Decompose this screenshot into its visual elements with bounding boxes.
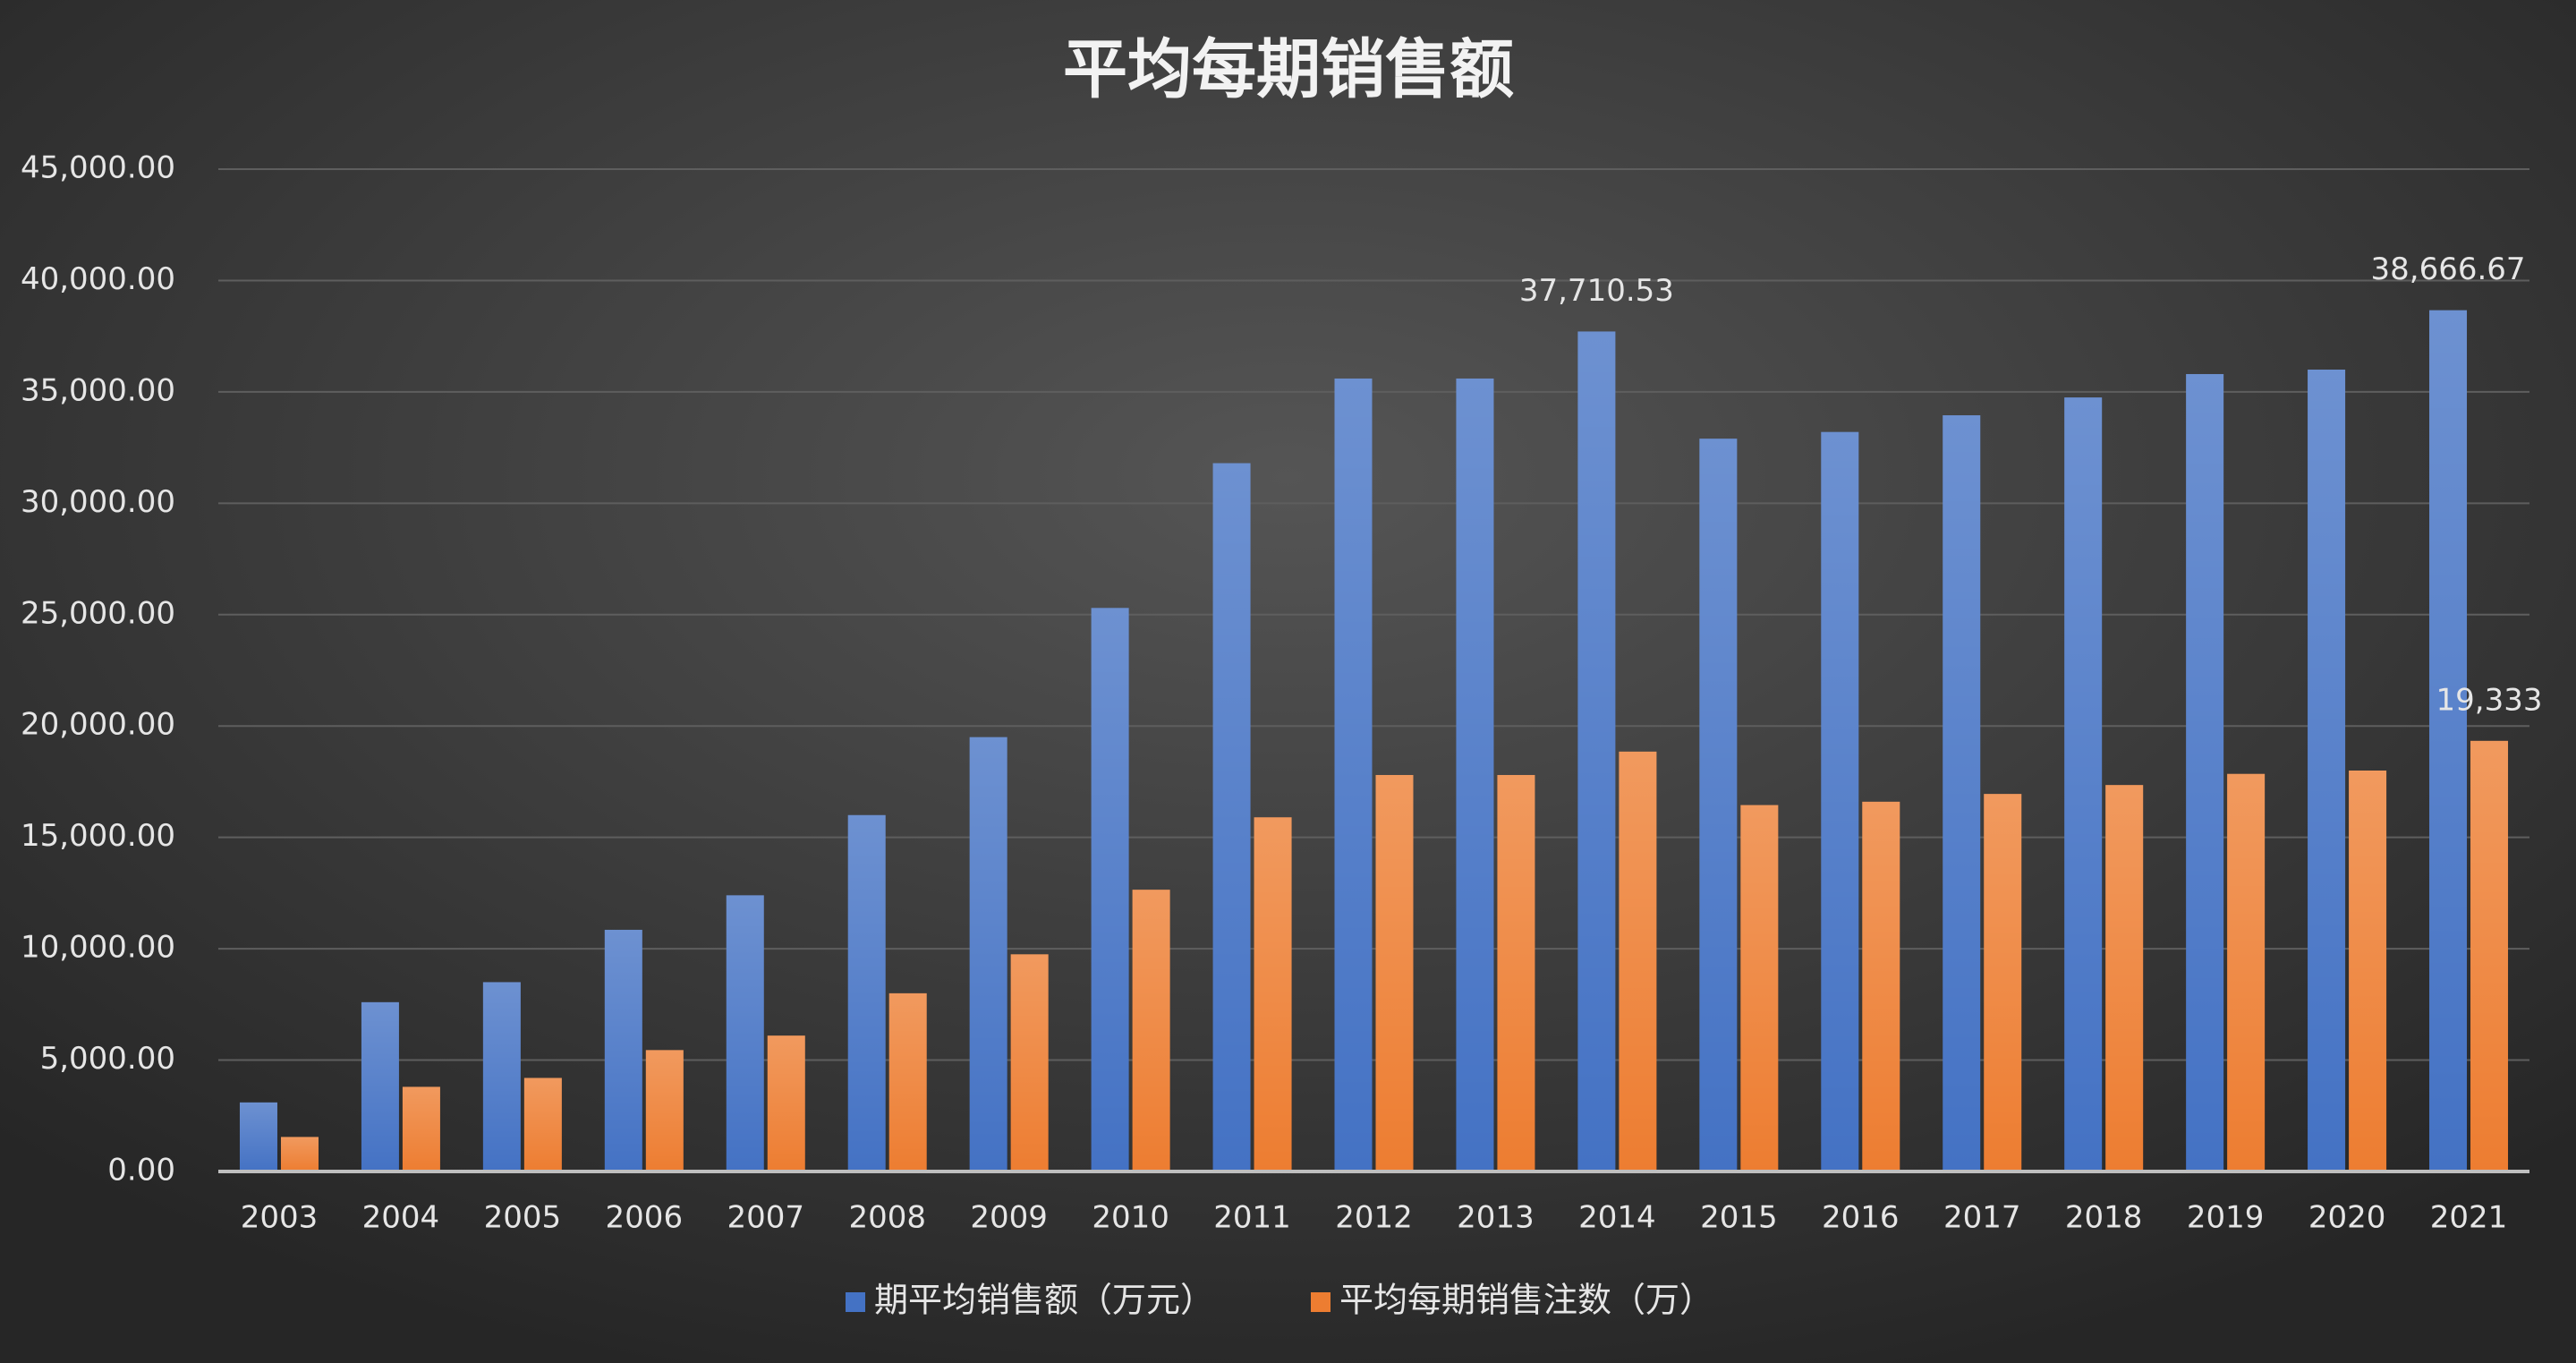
bar-sheen <box>1212 463 1251 1171</box>
bar-sheen <box>726 895 764 1171</box>
x-tick-label: 2007 <box>727 1200 804 1236</box>
x-tick-label: 2020 <box>2308 1200 2386 1236</box>
x-tick-label: 2016 <box>1822 1200 1900 1236</box>
bar-sheen <box>1577 331 1616 1171</box>
x-tick-label: 2009 <box>970 1200 1048 1236</box>
bar-sheen <box>1943 415 1981 1171</box>
x-tick-label: 2004 <box>362 1200 440 1236</box>
y-tick-label: 40,000.00 <box>21 261 175 297</box>
bar-sheen <box>1456 378 1494 1171</box>
bar-sheen <box>645 1050 684 1171</box>
y-tick-label: 5,000.00 <box>40 1041 175 1077</box>
bar-sheen <box>1091 608 1129 1171</box>
y-tick-label: 20,000.00 <box>21 707 175 743</box>
bar-sheen <box>767 1035 805 1171</box>
x-tick-label: 2015 <box>1700 1200 1778 1236</box>
bar-sheen <box>888 992 927 1171</box>
x-tick-label: 2021 <box>2430 1200 2508 1236</box>
bar-sheen <box>2227 773 2266 1171</box>
data-label: 38,666.67 <box>2371 251 2526 287</box>
x-tick-label: 2011 <box>1213 1200 1291 1236</box>
data-label: 37,710.53 <box>1519 273 1674 309</box>
x-tick-label: 2008 <box>848 1200 926 1236</box>
x-tick-label: 2018 <box>2065 1200 2143 1236</box>
bar-sheen <box>2429 310 2468 1172</box>
legend-label: 期平均销售额（万元） <box>874 1281 1214 1320</box>
bar-sheen <box>239 1102 277 1171</box>
bar-sheen <box>1375 774 1414 1171</box>
y-tick-label: 25,000.00 <box>21 595 175 631</box>
y-tick-label: 30,000.00 <box>21 484 175 520</box>
bar-sheen <box>2105 785 2144 1171</box>
data-label: 19,333 <box>2436 682 2543 718</box>
chart-title: 平均每期销售额 <box>1063 32 1514 107</box>
bar-sheen <box>402 1086 440 1171</box>
bar-sheen <box>2186 373 2224 1171</box>
y-tick-label: 15,000.00 <box>21 818 175 854</box>
legend-swatch <box>846 1292 865 1312</box>
bar-sheen <box>1010 954 1049 1171</box>
y-tick-label: 0.00 <box>107 1153 175 1188</box>
bar-sheen <box>604 929 642 1171</box>
x-tick-label: 2010 <box>1092 1200 1169 1236</box>
x-tick-label: 2003 <box>241 1200 319 1236</box>
bar-sheen <box>361 1001 399 1171</box>
x-tick-label: 2013 <box>1457 1200 1535 1236</box>
bar-sheen <box>2064 397 2103 1172</box>
x-tick-label: 2012 <box>1335 1200 1413 1236</box>
bar-sheen <box>1254 817 1292 1171</box>
x-tick-label: 2019 <box>2187 1200 2265 1236</box>
x-tick-label: 2017 <box>1943 1200 2021 1236</box>
y-tick-label: 45,000.00 <box>21 150 175 186</box>
bar-sheen <box>1619 751 1657 1171</box>
bar-sheen <box>2308 370 2346 1171</box>
bar-sheen <box>1740 805 1779 1171</box>
bar-sheen <box>2349 771 2387 1171</box>
x-tick-label: 2005 <box>484 1200 562 1236</box>
x-tick-label: 2006 <box>606 1200 684 1236</box>
y-tick-label: 35,000.00 <box>21 372 175 408</box>
y-tick-label: 10,000.00 <box>21 930 175 966</box>
bar-sheen <box>847 814 886 1171</box>
bar-sheen <box>2470 740 2509 1171</box>
bar-sheen <box>1821 431 1859 1171</box>
bar-sheen <box>482 982 521 1171</box>
bar-sheen <box>523 1078 562 1171</box>
bar-sheen <box>1497 774 1535 1171</box>
bar-sheen <box>1862 801 1900 1171</box>
x-tick-label: 2014 <box>1578 1200 1656 1236</box>
bar-sheen <box>1699 439 1738 1172</box>
bar-sheen <box>280 1137 319 1171</box>
legend-swatch <box>1311 1292 1331 1312</box>
bar-sheen <box>1984 794 2022 1171</box>
bar-sheen <box>969 737 1007 1171</box>
bar-sheen <box>1334 378 1373 1171</box>
legend-label: 平均每期销售注数（万） <box>1339 1281 1713 1320</box>
bar-sheen <box>1132 890 1170 1171</box>
